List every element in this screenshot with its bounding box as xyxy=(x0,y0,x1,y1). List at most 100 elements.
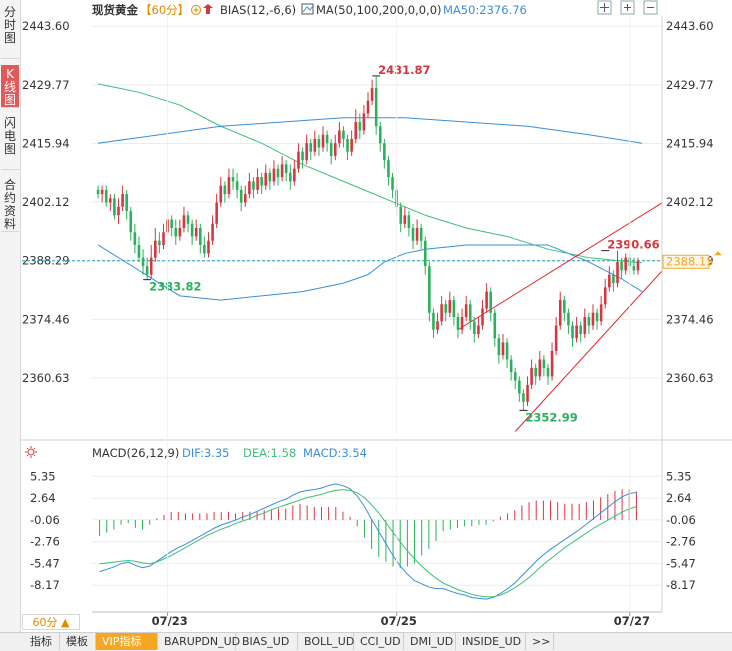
candle-body xyxy=(411,228,415,241)
candle-body xyxy=(129,211,133,233)
bottom-tab-6[interactable]: CCI_UD xyxy=(354,633,404,650)
candle-body xyxy=(297,151,300,169)
price-tick-label-right: 2443.60 xyxy=(666,19,714,33)
candle-body xyxy=(481,308,484,326)
candle-body xyxy=(342,130,345,139)
bottom-tab-3[interactable]: BARUPDN_UD xyxy=(158,633,240,650)
candle-body xyxy=(96,189,100,195)
candle-body xyxy=(137,244,141,258)
chart-canvas[interactable]: 现货黄金 【60分】 BIAS(12,-6,6) MA(50,100,200,0… xyxy=(0,0,732,632)
extreme-price-label: 2431.87 xyxy=(378,63,430,77)
bottom-tab-2[interactable]: VIP指标 xyxy=(96,633,158,650)
macd-value-label: MACD:3.54 xyxy=(303,446,367,460)
candle-body xyxy=(203,244,206,254)
candle-body xyxy=(288,172,292,182)
crosshair-icon[interactable] xyxy=(597,0,612,15)
side-tab-3[interactable]: 合约资料 xyxy=(1,176,19,232)
bottom-tab-7[interactable]: DMI_UD xyxy=(404,633,456,650)
candle-body xyxy=(587,317,591,326)
zoom-in-icon[interactable] xyxy=(620,0,635,15)
candle-body xyxy=(199,228,202,245)
candle-body xyxy=(333,143,337,156)
price-badge-arrow-icon xyxy=(714,251,722,256)
candle-body xyxy=(468,304,472,322)
candle-body xyxy=(293,168,296,182)
price-pane[interactable]: 2443.60 2443.60 2429.77 2429.77 2415.94 2415.… xyxy=(22,19,722,432)
period-selector[interactable]: 60分 ▲ xyxy=(22,614,80,630)
candle-body xyxy=(415,228,419,241)
plus-circle-icon[interactable] xyxy=(191,5,201,15)
price-pane-header: 现货黄金 【60分】 BIAS(12,-6,6) MA(50,100,200,0… xyxy=(92,3,527,17)
bottom-tab-1[interactable]: 模板 xyxy=(60,633,96,650)
price-tick-label-left: 2443.60 xyxy=(22,19,70,33)
candle-body xyxy=(448,300,452,313)
bottom-tab-5[interactable]: BOLL_UD xyxy=(298,633,354,650)
candle-body xyxy=(117,206,120,216)
bottom-tab-0[interactable]: 指标 xyxy=(24,633,60,650)
price-tick-label-left: 2388.29 xyxy=(22,254,70,268)
candle-body xyxy=(583,317,587,334)
candle-body xyxy=(141,257,145,267)
candle-body xyxy=(522,393,525,402)
candle-body xyxy=(485,291,488,309)
candle-body xyxy=(542,359,546,368)
candle-body xyxy=(313,138,317,152)
candle-body xyxy=(215,202,218,224)
candle-body xyxy=(207,240,210,254)
indicator-tab-bar: 指标 模板 VIP指标 BARUPDN_UD BIAS_UD BOLL_UD CCI_UD D… xyxy=(0,632,732,651)
candle-body xyxy=(276,168,280,178)
candle-body xyxy=(513,372,517,381)
x-tick-label: 07/27 xyxy=(614,614,650,628)
extreme-price-label: 2390.66 xyxy=(607,238,659,252)
candle-body xyxy=(301,151,304,161)
candle-body xyxy=(550,350,554,377)
candle-body xyxy=(444,304,448,313)
macd-tick-label-left: -8.17 xyxy=(30,578,60,592)
ma-label[interactable]: MA(50,100,200,0,0,0) xyxy=(316,3,442,17)
bias-label[interactable]: BIAS(12,-6,6) xyxy=(220,3,296,17)
candle-body xyxy=(460,317,464,330)
macd-pane[interactable]: 5.35 5.35 2.64 2.64 -0.06 -0.06 -2.76 -2.76 -5.4… xyxy=(30,469,696,600)
price-tick-label-right: 2402.12 xyxy=(666,195,714,209)
side-tab-2[interactable]: 闪电图 xyxy=(1,114,19,170)
candle-body xyxy=(256,177,259,190)
candle-body xyxy=(223,185,227,195)
period-label[interactable]: 【60分】 xyxy=(140,3,189,17)
symbol-label: 现货黄金 xyxy=(92,3,138,17)
candle-body xyxy=(346,138,349,152)
candle-body xyxy=(616,261,619,284)
candle-body xyxy=(554,325,558,351)
candle-body xyxy=(501,342,505,356)
sun-settings-icon[interactable] xyxy=(25,446,37,458)
macd-label[interactable]: MACD(26,12,9) xyxy=(92,446,179,460)
candle-body xyxy=(154,240,157,258)
candle-body xyxy=(133,232,137,245)
side-tab-0[interactable]: 分时图 xyxy=(1,3,19,59)
price-tick-label-left: 2402.12 xyxy=(22,195,70,209)
candle-body xyxy=(612,274,615,284)
trend-channel-line-0 xyxy=(457,202,663,331)
candle-body xyxy=(403,215,407,224)
bottom-tab-4[interactable]: BIAS_UD xyxy=(236,633,298,650)
candle-body xyxy=(264,172,268,186)
ma-line-ma50 xyxy=(97,244,643,301)
candle-body xyxy=(391,177,394,190)
zoom-out-icon[interactable] xyxy=(643,0,658,15)
bottom-tab-8[interactable]: INSIDE_UD xyxy=(456,633,526,650)
macd-tick-label-left: -0.06 xyxy=(30,513,60,527)
macd-dea-line xyxy=(99,489,637,598)
candle-body xyxy=(354,122,358,139)
pane-controls xyxy=(597,0,658,15)
candle-body xyxy=(109,198,112,203)
candle-body xyxy=(272,168,276,182)
candle-body xyxy=(309,143,313,152)
candle-body xyxy=(329,143,333,156)
candle-body xyxy=(456,317,460,330)
candle-body xyxy=(362,113,366,131)
trend-channel-line-1 xyxy=(514,270,663,432)
bottom-tab-9[interactable]: >> xyxy=(526,633,554,650)
price-tick-label-left: 2415.94 xyxy=(22,136,70,150)
candle-body xyxy=(104,189,108,203)
candle-body xyxy=(113,198,116,216)
